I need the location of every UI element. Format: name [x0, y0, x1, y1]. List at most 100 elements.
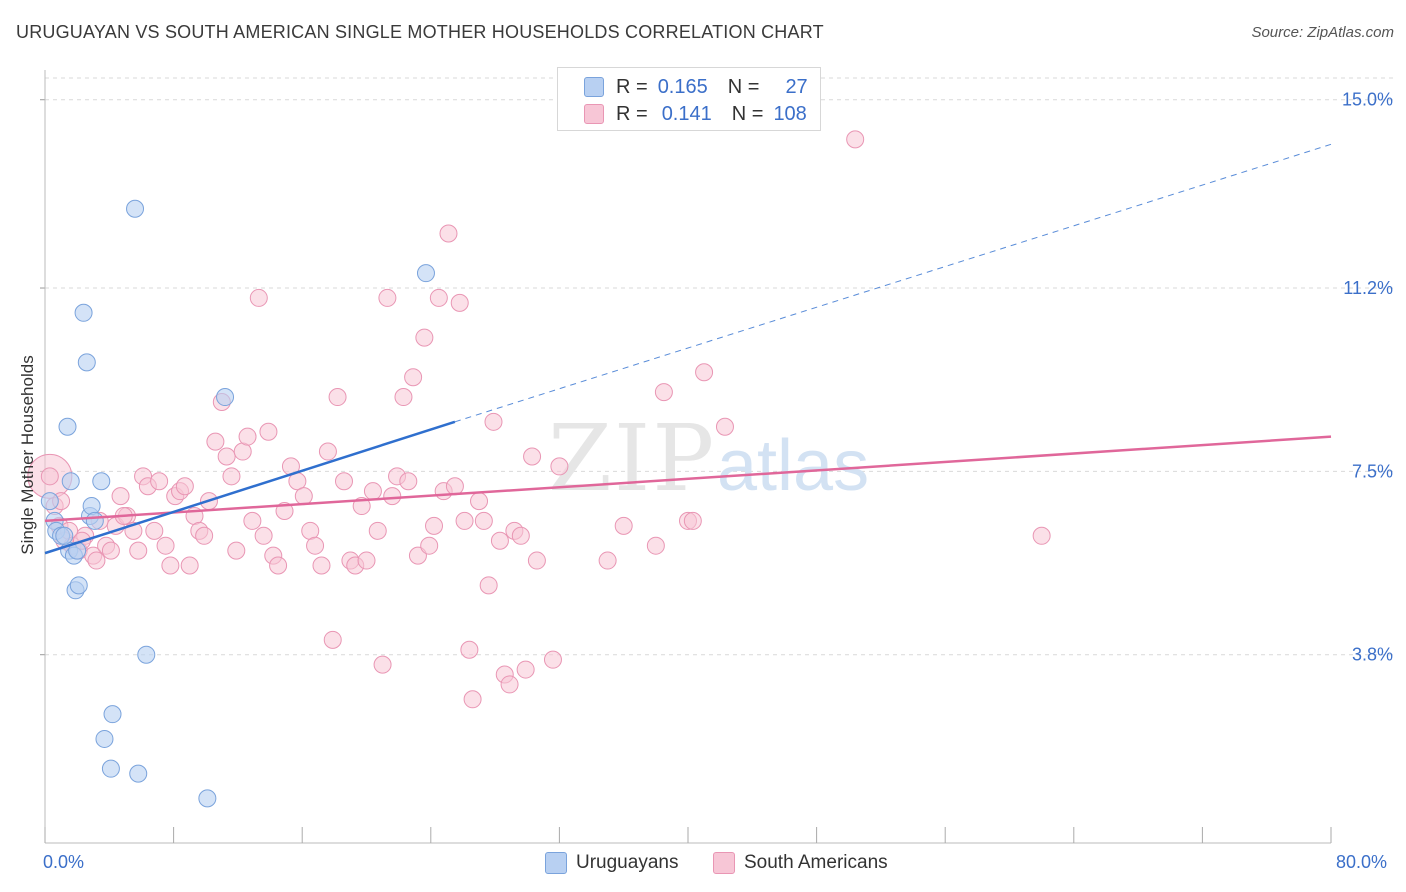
- data-point-south-americans: [550, 457, 569, 476]
- data-point-south-americans: [523, 447, 542, 466]
- data-point-south-americans: [394, 388, 413, 407]
- y-tick-labels: 3.8% 7.5% 11.2% 15.0%: [1342, 90, 1393, 665]
- data-point-south-americans: [460, 640, 479, 659]
- uruguayans-swatch: [584, 77, 604, 97]
- data-point-south-americans: [269, 556, 288, 575]
- data-point-south-americans: [399, 472, 418, 491]
- uruguayans-trend-line: [44, 420, 456, 555]
- data-point-uruguayans: [137, 645, 156, 664]
- svg-text:ZIP: ZIP: [548, 405, 716, 512]
- data-point-south-americans: [598, 551, 617, 570]
- data-point-uruguayans: [85, 511, 104, 530]
- data-point-south-americans: [312, 556, 331, 575]
- legend-item-uruguayans: Uruguayans: [545, 852, 678, 874]
- data-point-uruguayans: [101, 759, 120, 778]
- data-point-south-americans: [614, 516, 633, 535]
- data-point-south-americans: [439, 224, 458, 243]
- data-point-south-americans: [111, 487, 130, 506]
- data-point-south-americans: [695, 363, 714, 382]
- data-point-south-americans: [490, 531, 509, 550]
- data-point-south-americans: [455, 511, 474, 530]
- data-point-south-americans: [249, 288, 268, 307]
- data-point-south-americans: [254, 526, 273, 545]
- data-point-south-americans: [150, 472, 169, 491]
- data-point-south-americans: [404, 368, 423, 387]
- data-point-south-americans: [306, 536, 325, 555]
- data-point-south-americans: [500, 675, 519, 694]
- data-point-south-americans: [363, 482, 382, 501]
- trend-lines: [44, 143, 1332, 555]
- data-point-south-americans: [378, 288, 397, 307]
- data-point-south-americans: [180, 556, 199, 575]
- data-point-south-americans: [425, 516, 444, 535]
- n-label: N =: [731, 102, 764, 125]
- data-point-south-americans: [238, 427, 257, 446]
- data-point-south-americans: [479, 576, 498, 595]
- data-point-south-americans: [715, 417, 734, 436]
- data-point-uruguayans: [198, 789, 217, 808]
- data-point-south-americans: [463, 690, 482, 709]
- south-americans-trend-line: [44, 435, 1332, 523]
- n-label: N =: [727, 75, 760, 98]
- data-point-uruguayans: [40, 492, 59, 511]
- data-point-south-americans: [352, 497, 371, 516]
- data-point-south-americans: [429, 288, 448, 307]
- legend-row-uruguayans: R = 0.165 N = 27: [584, 74, 808, 100]
- data-point-uruguayans: [55, 526, 74, 545]
- data-point-south-americans: [243, 511, 262, 530]
- south-americans-points: [27, 130, 1051, 709]
- data-point-south-americans: [161, 556, 180, 575]
- y-tick-label: 7.5%: [1352, 461, 1393, 481]
- data-point-south-americans: [445, 477, 464, 496]
- data-point-south-americans: [484, 412, 503, 431]
- data-point-south-americans: [474, 511, 493, 530]
- data-point-south-americans: [87, 551, 106, 570]
- data-point-south-americans: [511, 526, 530, 545]
- r-value: 0.165: [657, 75, 708, 98]
- data-point-south-americans: [323, 630, 342, 649]
- data-point-south-americans: [294, 487, 313, 506]
- data-point-uruguayans: [82, 497, 101, 516]
- data-point-south-americans: [328, 388, 347, 407]
- south-americans-legend-swatch: [713, 852, 735, 874]
- chart-title: URUGUAYAN VS SOUTH AMERICAN SINGLE MOTHE…: [16, 22, 824, 42]
- n-value: 108: [773, 102, 807, 125]
- data-point-south-americans: [846, 130, 865, 149]
- correlation-legend: R = 0.165 N = 27 R = 0.141 N = 108: [557, 67, 821, 131]
- data-point-south-americans: [415, 328, 434, 347]
- data-point-south-americans: [145, 521, 164, 540]
- grid-lines: [45, 77, 1394, 656]
- data-point-south-americans: [420, 536, 439, 555]
- data-point-uruguayans: [216, 388, 235, 407]
- data-point-south-americans: [646, 536, 665, 555]
- data-point-south-americans: [334, 472, 353, 491]
- uruguayans-trend-extension: [454, 143, 1332, 423]
- data-point-uruguayans: [416, 264, 435, 283]
- data-point-south-americans: [683, 511, 702, 530]
- data-point-south-americans: [383, 487, 402, 506]
- data-point-south-americans: [217, 447, 236, 466]
- data-point-uruguayans: [61, 472, 80, 491]
- data-point-south-americans: [318, 442, 337, 461]
- svg-text:atlas: atlas: [717, 426, 869, 506]
- data-point-south-americans: [129, 541, 148, 560]
- r-label: R =: [616, 102, 648, 125]
- y-tick-label: 15.0%: [1342, 90, 1393, 110]
- legend-item-south-americans: South Americans: [713, 852, 888, 874]
- data-point-south-americans: [40, 467, 59, 486]
- uruguayans-points: [40, 199, 435, 808]
- data-point-south-americans: [373, 655, 392, 674]
- data-point-uruguayans: [77, 353, 96, 372]
- data-point-uruguayans: [69, 576, 88, 595]
- data-point-south-americans: [156, 536, 175, 555]
- south-americans-legend-label: South Americans: [744, 852, 888, 873]
- data-point-south-americans: [227, 541, 246, 560]
- r-label: R =: [616, 75, 648, 98]
- y-axis-label: Single Mother Households: [18, 355, 37, 555]
- data-point-south-americans: [195, 526, 214, 545]
- data-point-south-americans: [654, 383, 673, 402]
- data-point-uruguayans: [58, 417, 77, 436]
- data-point-uruguayans: [92, 472, 111, 491]
- uruguayans-legend-label: Uruguayans: [576, 852, 679, 873]
